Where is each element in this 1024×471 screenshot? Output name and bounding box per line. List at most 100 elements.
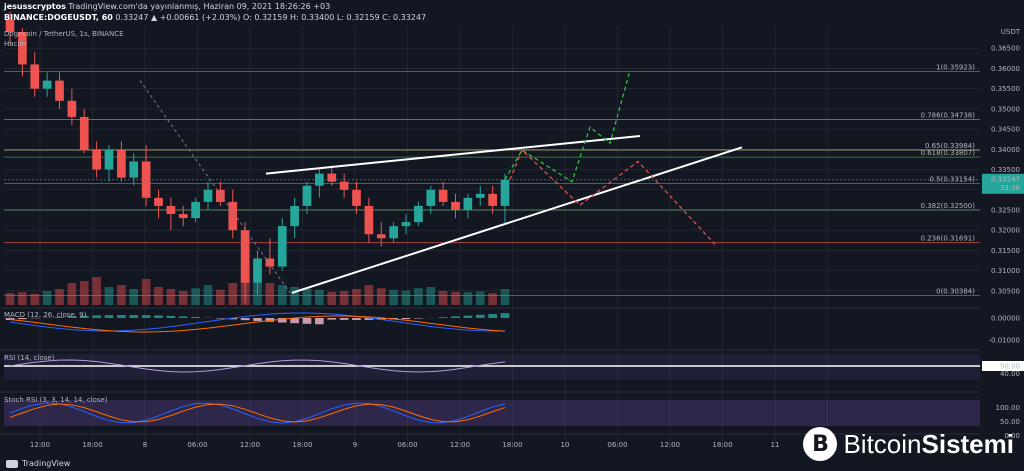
currency-label: USDT xyxy=(1000,28,1020,36)
publish-info: TradingView.com'da yayınlanmış, Haziran … xyxy=(65,2,331,11)
candle-body xyxy=(253,258,262,283)
rsi-tick: 50.00 xyxy=(1000,363,1020,371)
candle-body xyxy=(376,234,386,239)
candle-body xyxy=(141,161,151,198)
macd-hist-bar xyxy=(401,318,411,320)
macd-hist-bar xyxy=(166,315,176,318)
time-axis[interactable]: 12:00 18:00 8 06:00 12:00 18:00 9 06:00 12:00 18:… xyxy=(30,441,838,449)
macd-hist-bar xyxy=(438,317,448,318)
fib-label: 0.786(0.34738) xyxy=(921,111,976,119)
macd-hist-bar xyxy=(339,318,349,320)
volume-bar xyxy=(166,289,176,305)
volume-bar xyxy=(290,287,299,305)
macd-hist-bar xyxy=(451,316,460,318)
volume-bar xyxy=(327,291,337,305)
volume-bar xyxy=(414,288,423,305)
volume-bar xyxy=(438,291,448,305)
volume-bar xyxy=(401,290,411,305)
candle-body xyxy=(240,230,250,283)
price-axis[interactable]: 0.36500 0.36000 0.35500 0.35000 0.34500 0.340… xyxy=(980,0,1024,471)
candle-body xyxy=(178,214,188,219)
macd-label: MACD (12, 26, close, 9) xyxy=(4,311,87,319)
wedge-upper-line xyxy=(265,134,641,175)
macd-hist-bar xyxy=(253,318,262,321)
price-tick: 0.32500 xyxy=(991,206,1020,214)
volume-bars xyxy=(5,265,510,305)
volume-bar xyxy=(67,283,77,305)
macd-hist-bar xyxy=(240,318,250,321)
macd-hist-bar xyxy=(79,315,89,318)
candle-body xyxy=(315,173,324,186)
volume-bar xyxy=(104,287,114,305)
volume-bar xyxy=(55,289,64,305)
fib-label: 1(0.35923) xyxy=(936,64,975,72)
volume-bar xyxy=(364,285,374,305)
tradingview-logo-text[interactable]: TradingView xyxy=(22,459,71,468)
price-tick: 0.34000 xyxy=(991,146,1020,154)
candle-body xyxy=(228,201,238,231)
macd-tick: -0.01000 xyxy=(989,337,1020,345)
candle-body xyxy=(166,205,176,215)
time-tick: 12:00 xyxy=(660,441,680,449)
price-tick: 0.31000 xyxy=(991,267,1020,275)
macd-hist-bar xyxy=(228,318,238,320)
candle-body xyxy=(302,185,312,206)
volume-bar xyxy=(18,292,27,305)
current-price-tag xyxy=(982,173,1024,194)
chart-header-line1: jesusscryptos TradingView.com'da yayınla… xyxy=(4,2,330,11)
macd-hist-bar xyxy=(488,313,497,318)
macd-hist-bar xyxy=(277,318,287,323)
macd-hist-bar xyxy=(290,318,299,324)
fib-label: 0.382(0.32500) xyxy=(921,202,976,210)
volume-bar xyxy=(265,283,275,305)
macd-hist-bar xyxy=(500,313,510,318)
price-tick: 0.36000 xyxy=(991,65,1020,73)
volume-bar xyxy=(277,285,287,305)
time-tick: 06:00 xyxy=(187,441,207,449)
macd-hist-bar xyxy=(18,318,27,320)
candle-body xyxy=(42,80,52,89)
macd-hist-bar xyxy=(376,318,386,320)
candle-body xyxy=(488,193,497,206)
stoch-d-line xyxy=(9,403,506,423)
volume-bar xyxy=(339,291,349,305)
fibonacci-levels: 1(0.35923) 0.786(0.34738) 0.65(0.33984)0.6… xyxy=(4,64,980,296)
author-name[interactable]: jesusscryptos xyxy=(4,2,66,11)
candle-body xyxy=(389,226,398,239)
symbol-label[interactable]: BINANCE:DOGEUSDT, 60 xyxy=(4,13,113,22)
candle-body xyxy=(352,189,361,206)
wedge-lower-line xyxy=(291,146,743,294)
stoch-tick: 50.00 xyxy=(1000,418,1020,426)
time-tick: 8 xyxy=(143,441,147,449)
stoch-tick: 100.00 xyxy=(996,404,1021,412)
volume-bar xyxy=(352,289,361,305)
volume-bar xyxy=(426,287,436,305)
macd-line xyxy=(9,312,506,332)
current-price-value: 0.33247 xyxy=(991,175,1020,183)
price-tick: 0.35500 xyxy=(991,85,1020,93)
bitcoin-logo-icon: B xyxy=(803,427,838,461)
rsi-value-tag xyxy=(982,361,1024,371)
volume-bar xyxy=(451,291,460,305)
volume-bar xyxy=(463,292,473,305)
ohlc-readout: 0.33247 ▲ +0.00661 (+2.03%) O: 0.32159 H… xyxy=(115,13,427,22)
axis-bg xyxy=(980,0,1024,471)
volume-bar xyxy=(141,279,151,305)
candle-body xyxy=(426,189,436,206)
macd-hist-bar xyxy=(154,315,163,318)
footer: TradingView xyxy=(6,459,70,468)
time-tick: 18:00 xyxy=(502,441,522,449)
macd-hist-bar xyxy=(265,318,275,322)
macd-hist-bar xyxy=(475,314,485,318)
stoch-k-line xyxy=(9,402,506,424)
indicator-panels xyxy=(0,307,1024,435)
candle-body xyxy=(327,173,337,182)
volume-bar xyxy=(315,289,324,305)
candle-body xyxy=(92,149,101,170)
candle-body xyxy=(265,258,275,267)
volume-bar xyxy=(475,291,485,305)
volume-bar xyxy=(203,285,213,305)
volume-bar xyxy=(154,287,163,305)
rsi-tick: 40.00 xyxy=(1000,370,1020,378)
